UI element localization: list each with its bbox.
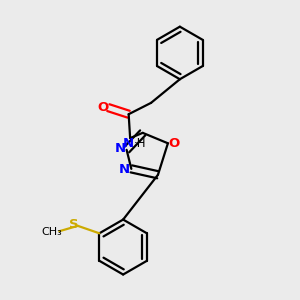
Text: N: N (118, 163, 129, 176)
Text: S: S (69, 218, 79, 231)
Text: N: N (115, 142, 126, 155)
Text: ·H: ·H (134, 137, 146, 150)
Text: O: O (98, 100, 109, 113)
Text: CH₃: CH₃ (41, 227, 62, 237)
Text: O: O (169, 137, 180, 150)
Text: N: N (123, 137, 134, 150)
